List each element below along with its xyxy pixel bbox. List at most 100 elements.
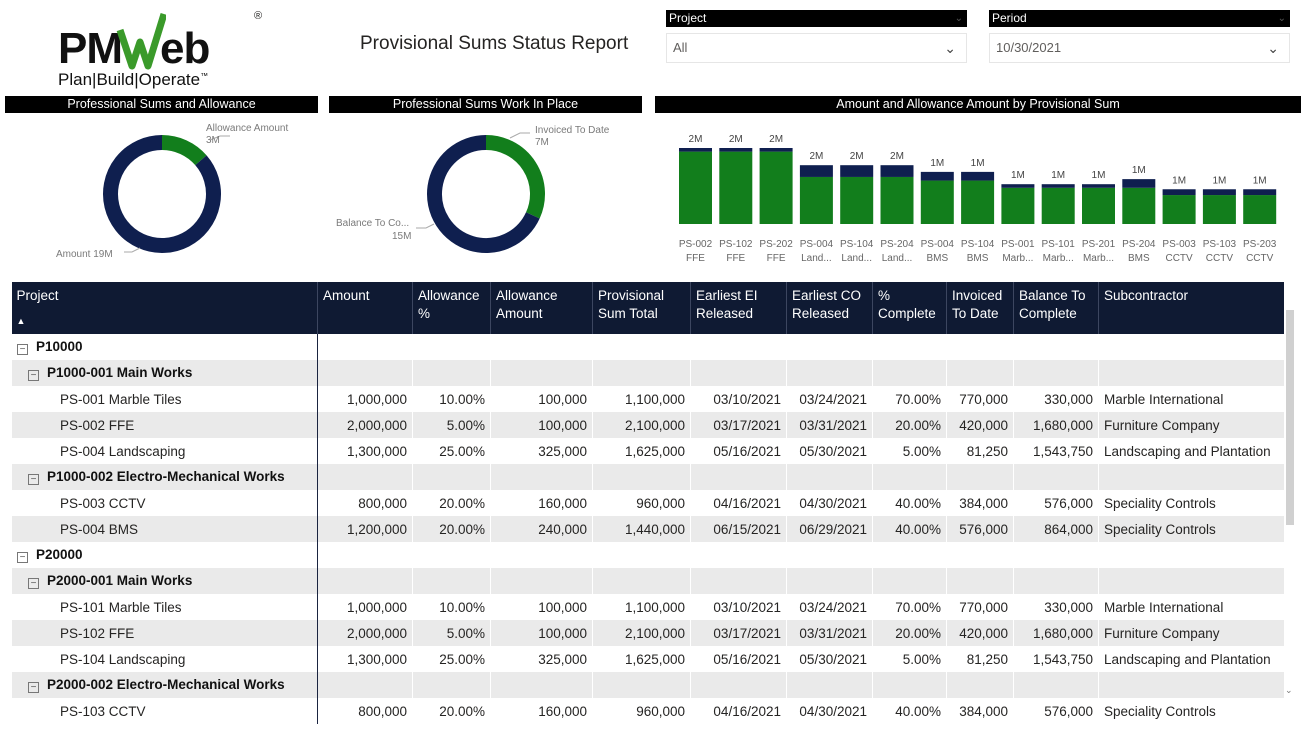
table-cell: 420,000: [946, 412, 1014, 438]
collapse-icon[interactable]: −: [17, 552, 28, 563]
bar-allowance[interactable]: [840, 165, 874, 177]
bar-allowance[interactable]: [679, 148, 712, 152]
column-header-6[interactable]: Earliest CO Released: [786, 282, 873, 334]
bar-amount[interactable]: [1162, 195, 1196, 224]
bar-amount[interactable]: [1243, 195, 1277, 224]
x-axis-tick-label: Land...: [801, 253, 832, 264]
column-header-9[interactable]: Balance To Complete: [1013, 282, 1099, 334]
bar-allowance[interactable]: [1001, 184, 1035, 188]
table-cell: [1013, 464, 1099, 490]
bar-amount[interactable]: [920, 180, 954, 224]
table-cell: 100,000: [490, 412, 593, 438]
table-row: PS-004 Landscaping 1,300,000 25.00% 325,000…: [11, 438, 1284, 464]
row-label: PS-001 Marble Tiles: [60, 391, 182, 407]
table-cell: 576,000: [1013, 698, 1099, 724]
provisional-sum-cell: PS-103 CCTV: [11, 698, 318, 724]
chevron-down-icon[interactable]: ⌄: [954, 13, 963, 24]
bar-amount[interactable]: [1041, 187, 1075, 224]
collapse-icon[interactable]: −: [17, 344, 28, 355]
bar-data-label: 1M: [1212, 175, 1226, 186]
bar-amount[interactable]: [961, 180, 995, 224]
chevron-down-icon[interactable]: ⌄: [1277, 13, 1286, 24]
table-cell: Landscaping and Plantation: [1098, 438, 1284, 464]
bar-allowance[interactable]: [1202, 189, 1236, 196]
pmweb-logo: PM eb ® Plan|Build|Operate™: [56, 10, 271, 92]
table-cell: 960,000: [592, 490, 691, 516]
table-cell: [786, 334, 873, 360]
table-vertical-scrollbar[interactable]: ⌄: [1285, 282, 1295, 702]
scroll-down-arrow-icon[interactable]: ⌄: [1285, 686, 1293, 696]
row-label: PS-004 BMS: [60, 521, 139, 537]
project-group-cell: − P10000: [11, 334, 318, 360]
table-cell: [946, 464, 1014, 490]
x-axis-tick-label: PS-004: [921, 239, 955, 250]
period-dropdown[interactable]: 10/30/2021 ⌄: [989, 33, 1290, 63]
bar-amount[interactable]: [880, 176, 914, 224]
bar-amount[interactable]: [1001, 187, 1035, 224]
table-cell: 5.00%: [412, 620, 491, 646]
donut1-slice-1[interactable]: [103, 135, 221, 253]
bar-amount[interactable]: [719, 151, 753, 224]
column-header-4[interactable]: Provisional Sum Total: [592, 282, 691, 334]
column-header-8[interactable]: Invoiced To Date: [946, 282, 1014, 334]
table-row: PS-001 Marble Tiles 1,000,000 10.00% 100,00…: [11, 386, 1284, 412]
x-axis-tick-label: PS-204: [880, 239, 914, 250]
table-cell: Furniture Company: [1098, 620, 1284, 646]
bar-allowance[interactable]: [961, 171, 995, 181]
bar-amount[interactable]: [799, 176, 833, 224]
column-header-0[interactable]: Project ▲: [11, 282, 318, 334]
table-cell: [690, 672, 787, 698]
collapse-icon[interactable]: −: [28, 370, 39, 381]
bar-allowance[interactable]: [1243, 189, 1277, 196]
logo-swoosh-w: [116, 12, 166, 70]
column-header-10[interactable]: Subcontractor: [1098, 282, 1284, 334]
bar-amount[interactable]: [1082, 187, 1115, 224]
bar-allowance[interactable]: [1122, 179, 1156, 188]
x-axis-tick-label: BMS: [1128, 253, 1150, 264]
provisional-sum-cell: PS-001 Marble Tiles: [11, 386, 318, 412]
table-cell: 03/10/2021: [690, 594, 787, 620]
bar-allowance[interactable]: [759, 148, 793, 152]
table-cell: 05/30/2021: [786, 646, 873, 672]
table-cell: [412, 568, 491, 594]
donut2-slice-1[interactable]: [427, 135, 540, 253]
table-cell: 05/30/2021: [786, 438, 873, 464]
bar-amount[interactable]: [679, 151, 712, 224]
bar-allowance[interactable]: [1041, 184, 1075, 188]
collapse-icon[interactable]: −: [28, 578, 39, 589]
sort-ascending-icon[interactable]: ▲: [16, 316, 26, 326]
column-header-3[interactable]: Allowance Amount: [490, 282, 593, 334]
bar-allowance[interactable]: [799, 165, 833, 177]
bar-amount[interactable]: [759, 151, 793, 224]
column-header-7[interactable]: % Complete: [872, 282, 947, 334]
table-cell: [592, 334, 691, 360]
bar-amount[interactable]: [840, 176, 874, 224]
bar-allowance[interactable]: [920, 171, 954, 181]
bar-data-label: 1M: [1092, 170, 1106, 181]
column-header-1[interactable]: Amount: [317, 282, 413, 334]
table-cell: [946, 542, 1014, 568]
collapse-icon[interactable]: −: [28, 474, 39, 485]
table-cell: [592, 568, 691, 594]
x-axis-tick-label: PS-003: [1162, 239, 1196, 250]
table-cell: [690, 334, 787, 360]
collapse-icon[interactable]: −: [28, 682, 39, 693]
bar-allowance[interactable]: [1082, 184, 1115, 188]
donut2-slice-0[interactable]: [485, 135, 545, 219]
column-header-2[interactable]: Allowance %: [412, 282, 491, 334]
table-cell: [1013, 568, 1099, 594]
bar-amount[interactable]: [1122, 187, 1156, 224]
column-header-label: Allowance %: [418, 288, 480, 321]
donut1-slice-0[interactable]: [161, 135, 207, 166]
bar-allowance[interactable]: [719, 148, 753, 152]
column-header-5[interactable]: Earliest EI Released: [690, 282, 787, 334]
logo-tagline: Plan|Build|Operate™: [58, 70, 209, 89]
table-cell: [786, 464, 873, 490]
table-cell: 05/16/2021: [690, 438, 787, 464]
project-dropdown[interactable]: All ⌄: [666, 33, 967, 63]
bar-allowance[interactable]: [1162, 189, 1196, 196]
bar-amount[interactable]: [1202, 195, 1236, 224]
scrollbar-thumb[interactable]: [1286, 310, 1294, 525]
x-axis-tick-label: PS-204: [1122, 239, 1156, 250]
bar-allowance[interactable]: [880, 165, 914, 177]
